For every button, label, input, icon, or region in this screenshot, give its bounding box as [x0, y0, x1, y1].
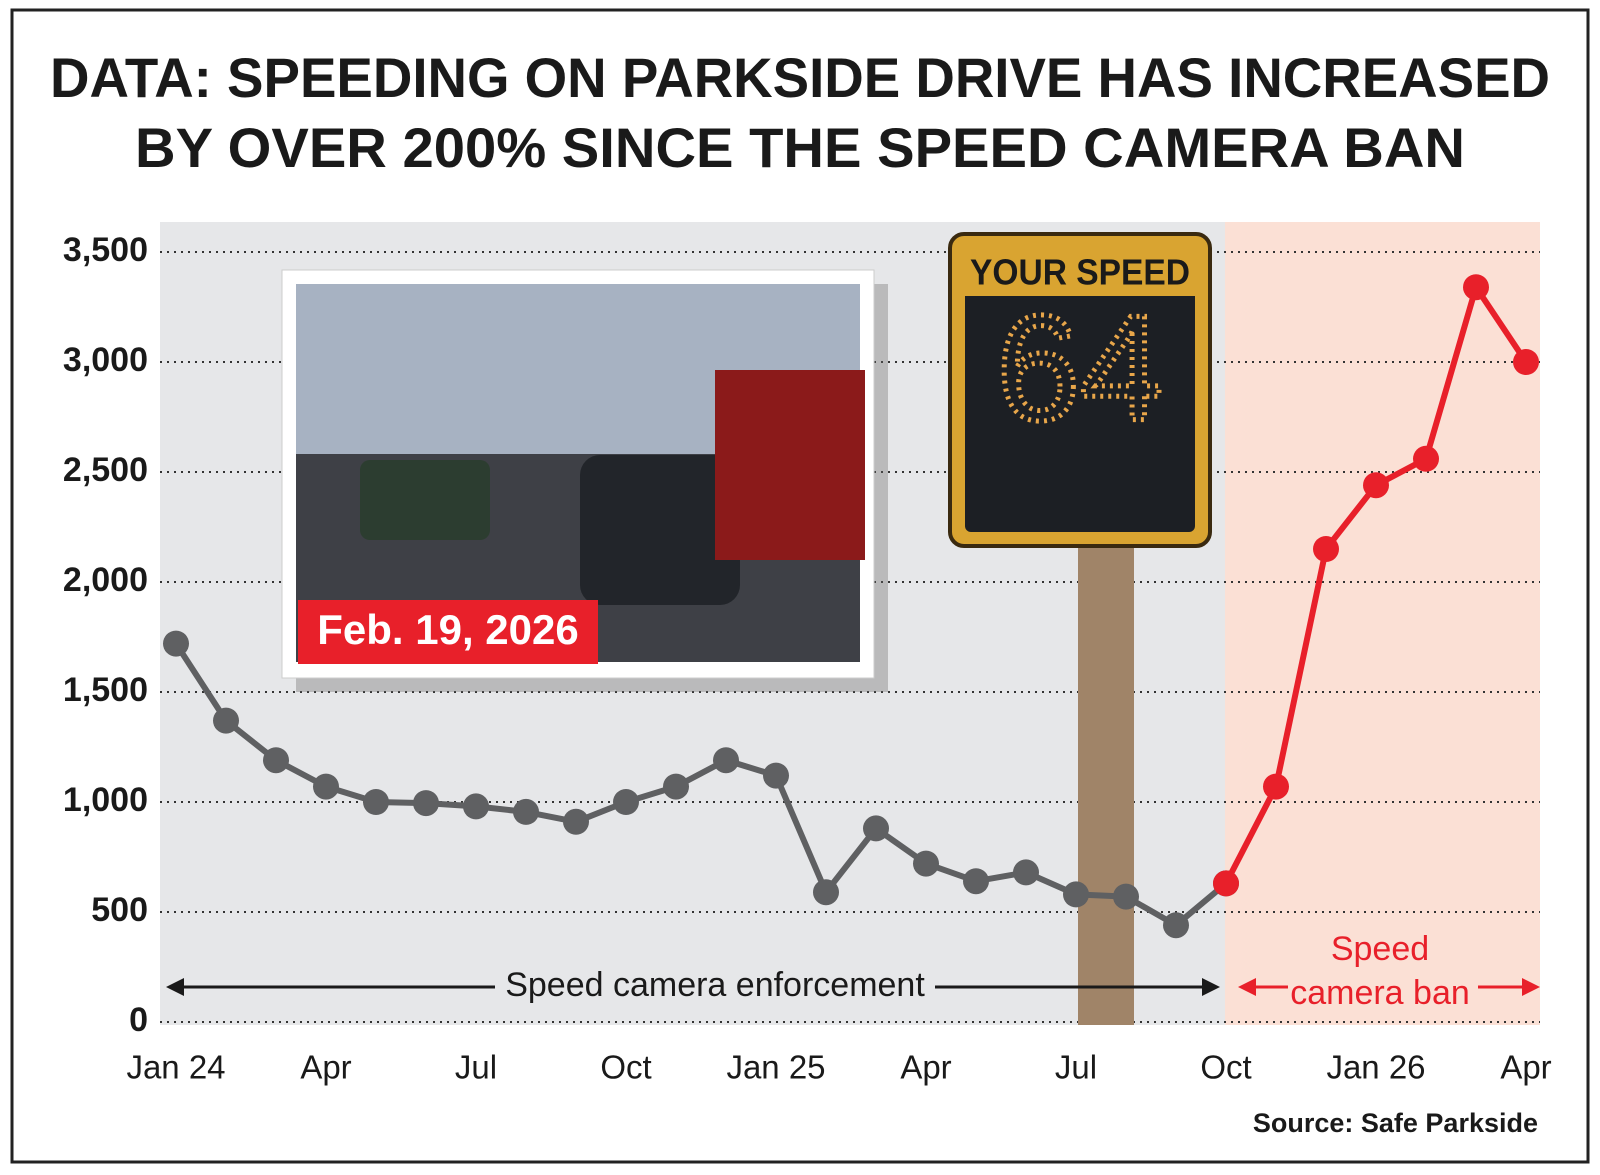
y-tick-label: 2,000 [63, 561, 148, 599]
data-point [1313, 536, 1339, 562]
data-point [1213, 870, 1239, 897]
chart-title: BY OVER 200% SINCE THE SPEED CAMERA BAN [135, 116, 1465, 179]
data-point [1413, 445, 1439, 472]
label-bg [495, 963, 935, 1011]
x-tick-label: Oct [600, 1049, 651, 1086]
data-point [1513, 349, 1539, 375]
data-point [463, 793, 489, 820]
sign-speed: 64 [997, 284, 1164, 452]
x-tick-label: Jan 25 [726, 1049, 825, 1086]
data-point [213, 707, 239, 734]
data-point [713, 747, 739, 774]
enforcement-label: Speed camera enforcement [505, 966, 925, 1004]
series-line [173, 641, 1228, 929]
x-tick-label: Apr [900, 1049, 951, 1086]
x-tick-label: Jul [1055, 1049, 1097, 1086]
label-bg [1288, 965, 1478, 1009]
y-tick-label: 0 [129, 1001, 148, 1039]
photo-caption: Feb. 19, 2026 [317, 606, 579, 653]
x-tick-label: Oct [1200, 1049, 1251, 1086]
data-point [1363, 472, 1389, 499]
data-point [913, 850, 939, 877]
data-point [1013, 859, 1039, 886]
y-tick-label: 1,500 [63, 671, 148, 709]
speed-sign: YOUR SPEED 64 [948, 232, 1212, 1025]
data-point [163, 630, 189, 657]
data-point [513, 798, 539, 825]
data-point [663, 773, 689, 800]
ban-label: Speed [1331, 930, 1429, 968]
data-point [363, 789, 389, 815]
ban-label: camera ban [1290, 974, 1470, 1012]
y-tick-label: 3,000 [63, 341, 148, 379]
data-point [313, 773, 339, 800]
data-point [563, 808, 589, 835]
data-point [813, 879, 839, 906]
y-tick-label: 2,500 [63, 451, 148, 489]
arrow-head [166, 978, 184, 996]
arrow-head [1238, 978, 1256, 996]
x-tick-label: Apr [300, 1049, 351, 1086]
source: Source: Safe Parkside [1253, 1108, 1538, 1138]
data-point [763, 762, 789, 789]
arrow-head [1202, 978, 1220, 996]
data-point [263, 747, 289, 774]
arrow-head [1522, 978, 1540, 996]
data-point [1263, 773, 1289, 800]
y-tick-label: 500 [91, 891, 148, 929]
data-point [613, 789, 639, 815]
ban-background [1225, 222, 1540, 1025]
data-point [1463, 274, 1489, 301]
y-tick-label: 3,500 [63, 231, 148, 269]
chart-title: DATA: SPEEDING ON PARKSIDE DRIVE HAS INC… [50, 46, 1550, 109]
data-point [1113, 883, 1139, 910]
y-tick-label: 1,000 [63, 781, 148, 819]
x-tick-label: Jan 26 [1326, 1049, 1425, 1086]
sign-text: YOUR SPEED [970, 252, 1190, 293]
data-point [1163, 912, 1189, 939]
photo: Feb. 19, 2026 [281, 269, 888, 692]
data-point [863, 815, 889, 842]
data-point [1063, 881, 1089, 908]
data-point [413, 790, 439, 817]
data-point [963, 868, 989, 895]
x-tick-label: Jul [455, 1049, 497, 1086]
x-tick-label: Apr [1500, 1049, 1551, 1086]
x-tick-label: Jan 24 [126, 1049, 225, 1086]
